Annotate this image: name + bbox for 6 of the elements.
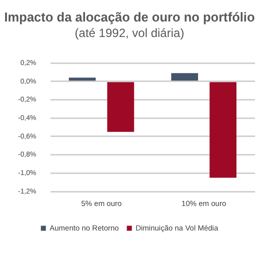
chart-title: Impacto da alocação de ouro no portfólio: [4, 9, 255, 24]
bar: [210, 82, 236, 178]
bar: [107, 82, 134, 132]
chart-subtitle: (até 1992, vol diária): [74, 26, 184, 40]
bar: [68, 78, 96, 81]
bar: [171, 73, 198, 81]
